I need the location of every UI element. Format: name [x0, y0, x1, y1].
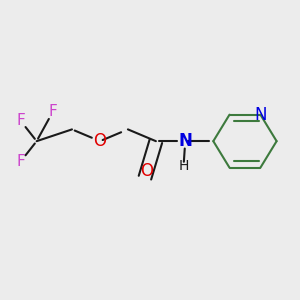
Text: H: H	[179, 159, 189, 173]
Text: O: O	[93, 132, 106, 150]
Text: N: N	[254, 106, 267, 124]
Text: N: N	[178, 132, 192, 150]
Text: F: F	[16, 113, 25, 128]
Text: O: O	[141, 162, 154, 180]
Text: F: F	[49, 104, 57, 119]
Text: F: F	[16, 154, 25, 169]
